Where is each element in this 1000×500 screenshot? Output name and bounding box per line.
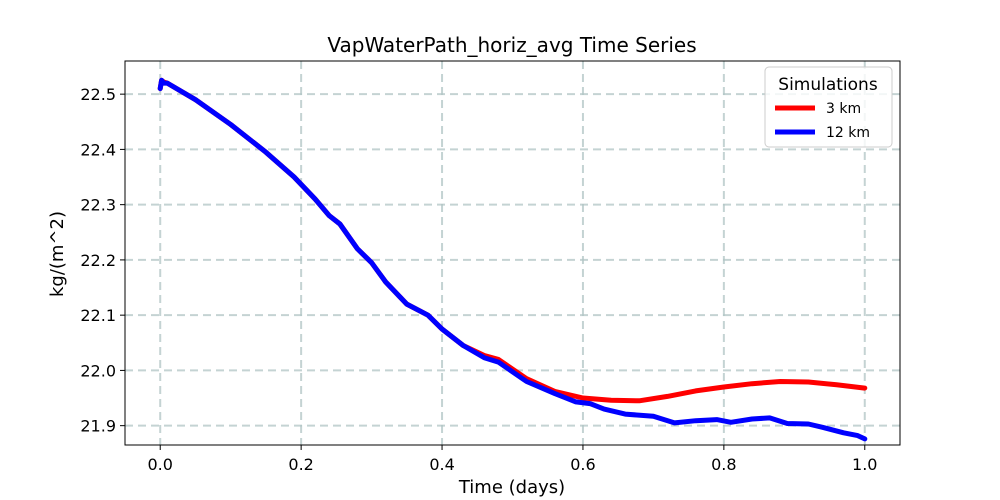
x-tick-label: 1.0 bbox=[852, 455, 877, 474]
y-tick-label: 22.5 bbox=[80, 85, 116, 104]
y-axis-ticks: 21.9 22.0 22.1 22.2 22.3 22.4 22.5 bbox=[80, 85, 125, 436]
y-tick-label: 22.0 bbox=[80, 361, 116, 380]
x-axis-label: Time (days) bbox=[458, 477, 565, 498]
y-tick-label: 22.3 bbox=[80, 196, 116, 215]
legend-box bbox=[764, 66, 893, 148]
series-line-12-km bbox=[157, 77, 868, 442]
y-tick-label: 22.1 bbox=[80, 306, 116, 325]
x-axis-ticks: 0.0 0.2 0.4 0.6 0.8 1.0 bbox=[148, 445, 877, 474]
chart-title: VapWaterPath_horiz_avg Time Series bbox=[327, 33, 696, 57]
grid-lines bbox=[125, 61, 900, 445]
y-tick-label: 22.2 bbox=[80, 251, 116, 270]
legend-label: 12 km bbox=[826, 125, 870, 141]
y-axis-label: kg/(m^2) bbox=[47, 211, 68, 297]
legend-label: 3 km bbox=[826, 101, 861, 117]
legend-title: Simulations bbox=[778, 75, 878, 95]
x-tick-label: 0.8 bbox=[711, 455, 736, 474]
x-tick-label: 0.6 bbox=[570, 455, 595, 474]
series-line-3-km bbox=[157, 77, 868, 404]
x-tick-label: 0.2 bbox=[288, 455, 313, 474]
x-tick-label: 0.4 bbox=[429, 455, 454, 474]
y-tick-label: 21.9 bbox=[80, 417, 116, 436]
plot-frame bbox=[124, 60, 901, 446]
x-tick-label: 0.0 bbox=[148, 455, 173, 474]
y-tick-label: 22.4 bbox=[80, 140, 116, 159]
series-lines bbox=[157, 77, 868, 442]
legend: Simulations 3 km 12 km bbox=[764, 66, 893, 148]
